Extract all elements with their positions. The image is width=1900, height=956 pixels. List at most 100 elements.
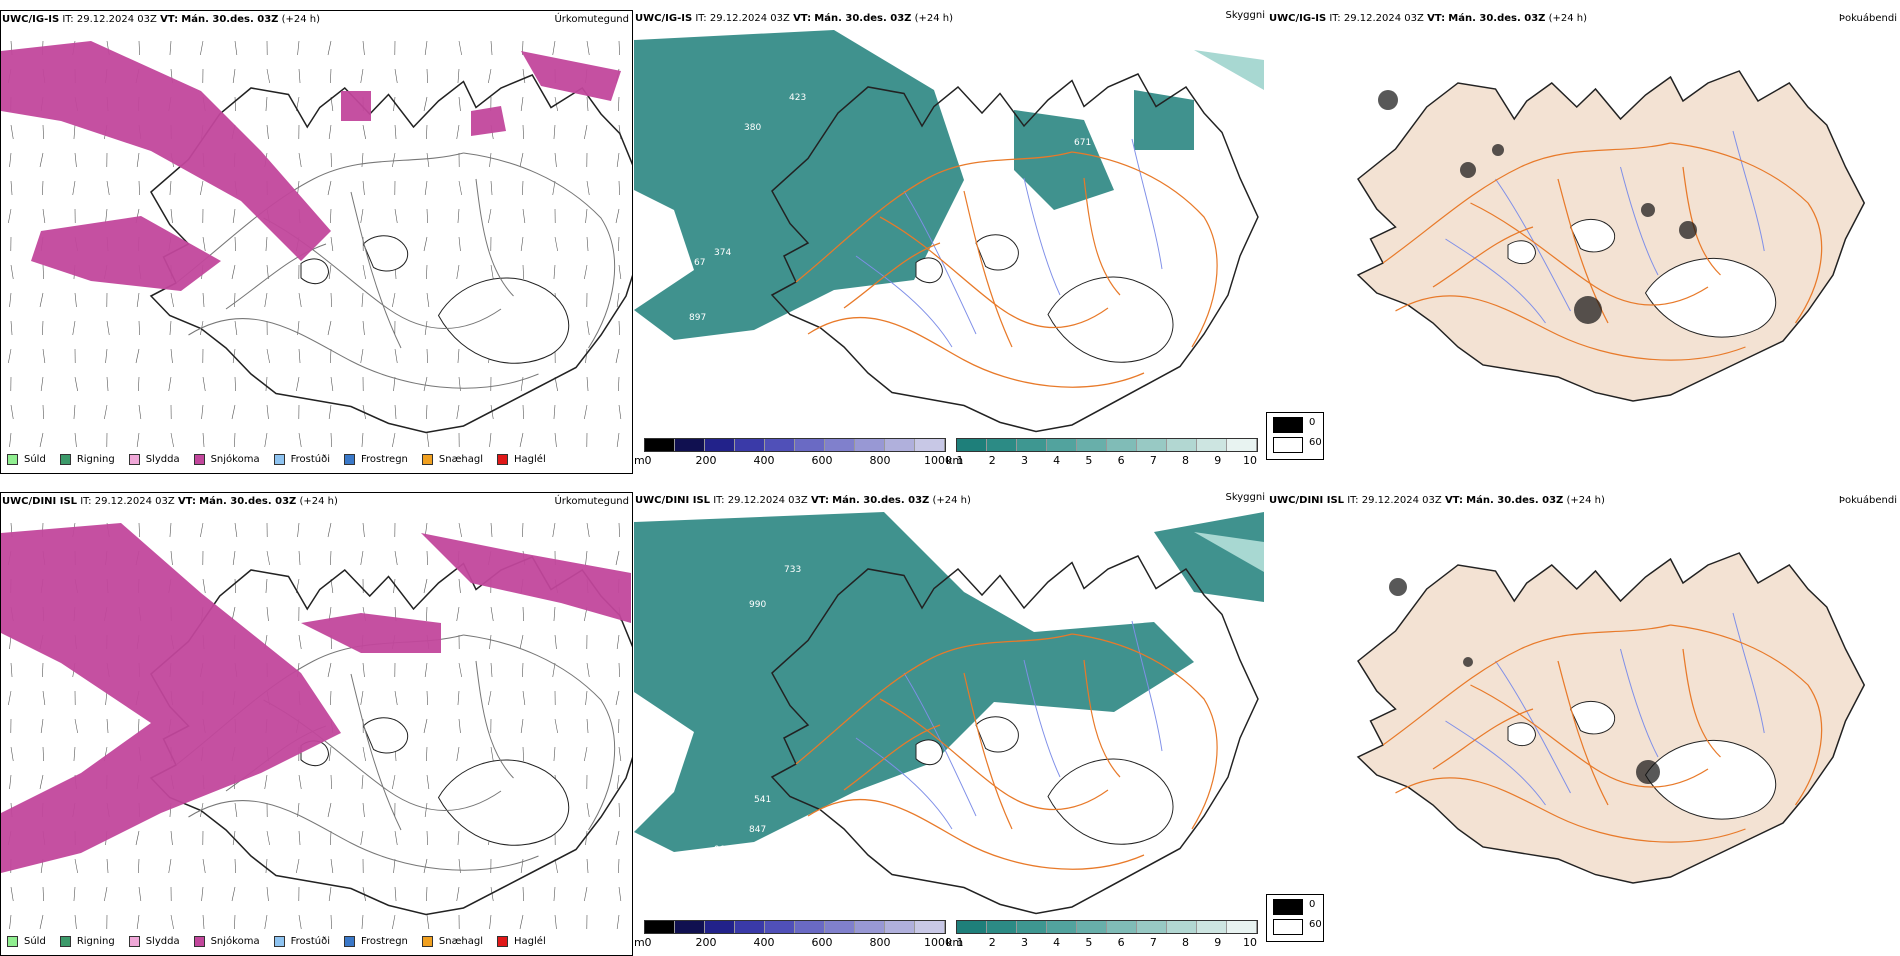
wind-barb — [555, 433, 556, 447]
wind-barb — [617, 433, 619, 447]
wind-barb — [296, 377, 299, 391]
wind-barb — [136, 831, 139, 845]
height-label: 374 — [714, 248, 731, 258]
wind-barb — [362, 293, 363, 307]
wind-barb — [329, 265, 331, 279]
colorbar-tick: 8 — [1182, 454, 1189, 467]
snow-area — [1, 523, 341, 873]
colorbar-tick: 200 — [696, 936, 717, 949]
wind-barb — [491, 523, 492, 537]
fog-map — [1268, 30, 1900, 454]
fog-spot — [1641, 203, 1655, 217]
wind-barb — [458, 349, 459, 363]
wind-barb — [170, 321, 171, 335]
colorbar-tick: 200 — [696, 454, 717, 467]
init-time: 29.12.2024 03Z — [1344, 13, 1424, 24]
colorbar-tick: 800 — [870, 936, 891, 949]
wind-barb — [73, 321, 75, 335]
wind-barb — [618, 859, 619, 873]
legend-swatch — [497, 454, 508, 465]
wind-barb — [491, 663, 492, 677]
wind-barb — [169, 377, 171, 391]
fog-spot — [1679, 221, 1697, 239]
wind-barb — [299, 915, 301, 929]
iceland-map — [1358, 553, 1864, 883]
wind-barb — [235, 237, 236, 251]
colorbar-cell — [987, 921, 1017, 933]
colorbar-tick: 3 — [1021, 936, 1028, 949]
wind-barb — [299, 69, 300, 83]
wind-barb — [75, 719, 78, 733]
height-label: 733 — [784, 565, 801, 575]
wind-barb — [137, 293, 139, 307]
wind-barb — [8, 691, 11, 705]
wind-barb — [619, 321, 620, 335]
colorbar-cell — [1077, 439, 1107, 451]
glacier-outline — [439, 278, 569, 363]
wind-barb — [331, 775, 332, 789]
fog-spot — [1492, 144, 1504, 156]
colorbar-tick: 0 — [645, 454, 652, 467]
legend-swatch — [274, 936, 285, 947]
glacier-outline — [1508, 723, 1536, 746]
colorbar-cell — [855, 921, 885, 933]
wind-barb — [617, 293, 619, 307]
wind-barb — [490, 635, 491, 649]
wind-barb — [299, 293, 301, 307]
wind-barb — [554, 607, 555, 621]
wind-barb — [299, 349, 300, 363]
init-time: 29.12.2024 03Z — [77, 14, 157, 25]
it-label: IT: — [80, 496, 91, 507]
colorbar-cell — [1047, 439, 1077, 451]
wind-barb — [330, 691, 331, 705]
colorbar-cell — [915, 439, 945, 451]
wind-barb — [235, 803, 237, 817]
colorbar-tick: 10 — [1243, 454, 1257, 467]
wind-barb — [42, 663, 43, 677]
wind-barb — [171, 831, 172, 845]
wind-barb — [491, 41, 492, 55]
wind-barb — [362, 433, 363, 447]
wind-barb — [459, 719, 460, 733]
wind-barb — [11, 125, 13, 139]
wind-barb — [395, 69, 397, 83]
colorbar-cell — [1047, 921, 1077, 933]
wind-barb — [138, 859, 139, 873]
legend-item: Snæhagl — [422, 454, 483, 465]
wind-barb — [299, 831, 300, 845]
valid-time: Mán. 30.des. 03Z — [832, 495, 929, 506]
colorbar-tick: 9 — [1214, 936, 1221, 949]
wind-barb — [330, 209, 331, 223]
wind-barb — [203, 377, 205, 391]
wind-barb — [392, 153, 395, 167]
wind-barb — [42, 181, 43, 195]
lead-time: (+24 h) — [1566, 495, 1604, 506]
panel-name: Skyggni — [1225, 10, 1265, 21]
wind-barb — [43, 691, 45, 705]
wind-barb — [394, 579, 395, 593]
wind-barb — [331, 237, 333, 251]
snow-area — [1, 41, 331, 261]
wind-barb — [107, 377, 108, 391]
height-label: 67 — [694, 258, 705, 268]
height-label: 847 — [749, 825, 766, 835]
wind-barb — [361, 69, 363, 83]
lead-time: (+24 h) — [282, 14, 320, 25]
wind-barb — [137, 153, 139, 167]
colorbar-cell — [957, 439, 987, 451]
colorbar-tick: 800 — [870, 454, 891, 467]
wind-barb — [10, 433, 11, 447]
wind-barb — [459, 663, 462, 677]
wind-barb — [107, 321, 109, 335]
colorbar-cell — [645, 439, 675, 451]
colorbar-cell — [915, 921, 945, 933]
wind-barb — [587, 523, 589, 537]
wind-barb — [426, 405, 427, 419]
glacier-outline — [1048, 277, 1173, 362]
wind-barb — [587, 237, 588, 251]
wind-barb — [458, 691, 459, 705]
wind-barb — [584, 747, 587, 761]
lead-time: (+24 h) — [1549, 13, 1587, 24]
legend-swatch — [344, 936, 355, 947]
